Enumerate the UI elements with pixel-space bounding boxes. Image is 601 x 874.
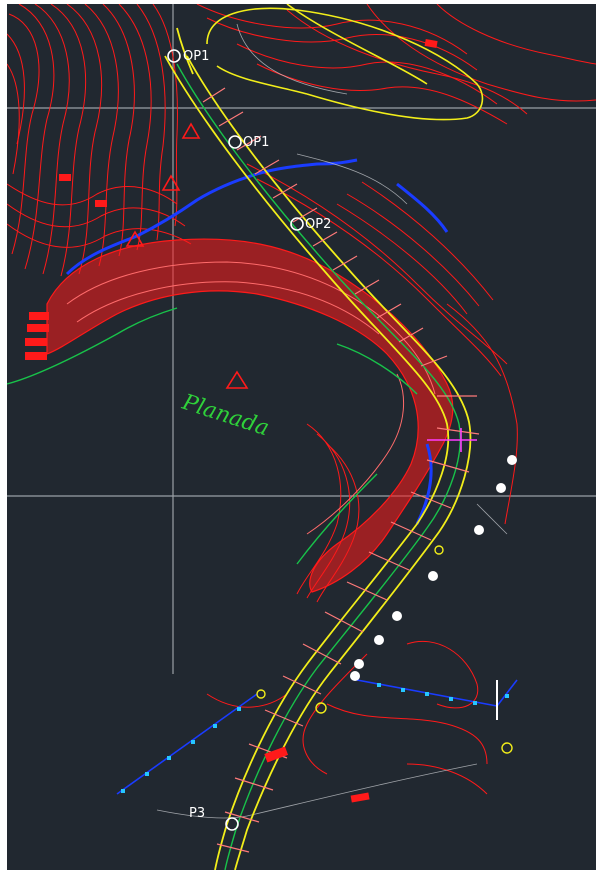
tree-symbol-icon <box>392 611 402 621</box>
survey-triangle-icon <box>161 174 181 191</box>
control-point-OP2 <box>290 217 304 231</box>
terrain-lines <box>156 23 508 819</box>
tree-symbol-icon <box>428 571 438 581</box>
survey-triangles <box>125 122 249 389</box>
control-point-P3 <box>225 817 239 831</box>
crosshair-lines <box>7 4 596 674</box>
boundary-loop <box>206 4 484 121</box>
control-point-OP1 <box>228 135 242 149</box>
tree-symbols <box>350 455 517 681</box>
tree-symbol-icon <box>374 635 384 645</box>
tree-symbol-icon <box>354 659 364 669</box>
area-label: Planada <box>178 390 272 442</box>
sun-symbol-icon <box>315 702 327 714</box>
drainage-lines <box>65 158 449 525</box>
control-point-OP1-top <box>167 49 181 63</box>
slope-hatch-area <box>46 238 454 593</box>
survey-baseline-markers <box>121 683 509 793</box>
control-point-label: OP1 <box>243 135 269 150</box>
cad-drawing-viewport[interactable]: OP1 OP1 OP2 P3 Planada <box>7 4 596 870</box>
sun-symbols <box>256 545 513 754</box>
cad-drawing: OP1 OP1 OP2 P3 Planada <box>7 4 596 870</box>
contour-lines-upper-right <box>196 4 596 125</box>
control-point-label: OP2 <box>305 217 331 232</box>
contour-lines-hillside <box>7 4 192 277</box>
sun-symbol-icon <box>434 545 444 555</box>
survey-triangle-icon <box>125 230 145 247</box>
tree-symbol-icon <box>350 671 360 681</box>
culvert-blocks <box>59 39 438 803</box>
tree-symbol-icon <box>496 483 506 493</box>
sun-symbol-icon <box>501 742 513 754</box>
road-edge-lines <box>164 27 472 870</box>
sun-symbol-icon <box>256 689 266 699</box>
tree-symbol-icon <box>507 455 517 465</box>
magenta-marker <box>427 428 477 452</box>
survey-triangle-icon <box>181 122 201 139</box>
contour-lines-road-bend <box>206 163 518 795</box>
control-point-label: P3 <box>189 806 205 821</box>
control-point-label: OP1 <box>183 49 209 64</box>
tree-symbol-icon <box>474 525 484 535</box>
station-ticks <box>202 87 480 853</box>
control-point-markers <box>167 49 304 831</box>
slope-blocks-left <box>25 312 49 360</box>
survey-baselines <box>116 679 518 795</box>
road-centerline <box>7 63 461 870</box>
survey-triangle-icon <box>225 370 249 389</box>
